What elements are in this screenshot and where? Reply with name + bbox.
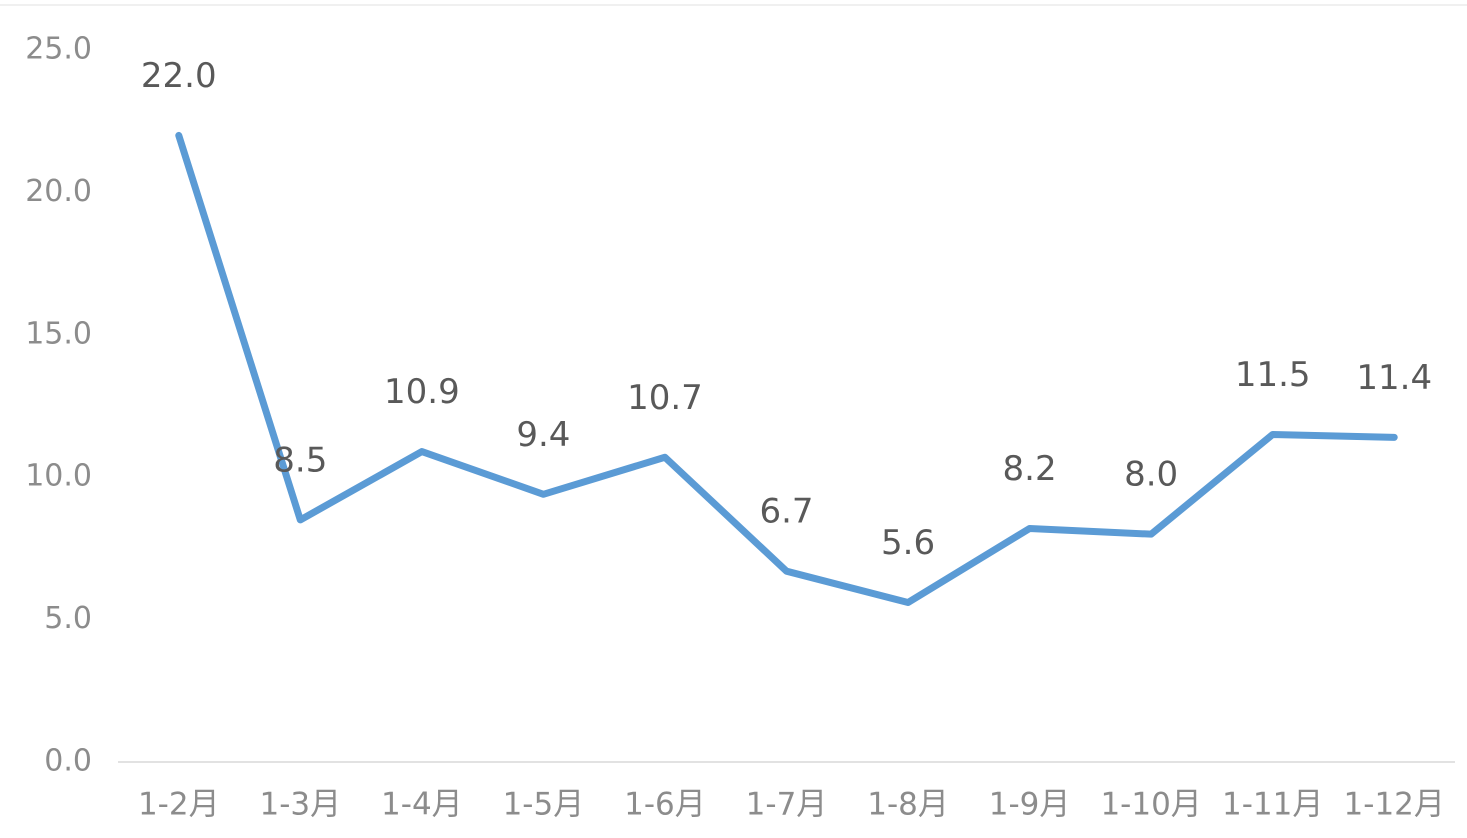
x-tick-label: 1-9月	[989, 787, 1071, 823]
data-label: 8.2	[1003, 449, 1057, 489]
x-tick-label: 1-11月	[1222, 787, 1323, 823]
data-label: 9.4	[516, 415, 570, 455]
y-tick-label: 25.0	[25, 32, 92, 67]
data-label: 22.0	[141, 56, 217, 96]
data-label: 11.4	[1356, 358, 1432, 398]
data-label: 10.9	[384, 372, 460, 412]
x-tick-label: 1-4月	[381, 787, 463, 823]
x-tick-label: 1-12月	[1344, 787, 1445, 823]
data-label: 11.5	[1235, 355, 1311, 395]
data-label: 10.7	[627, 378, 703, 418]
y-tick-label: 10.0	[25, 459, 92, 494]
data-line	[175, 131, 1398, 607]
x-tick-label: 1-3月	[259, 787, 341, 823]
x-tick-label: 1-6月	[624, 787, 706, 823]
data-label: 6.7	[759, 492, 813, 532]
x-tick-label: 1-10月	[1100, 787, 1201, 823]
y-tick-label: 0.0	[44, 744, 92, 779]
x-tick-label: 1-7月	[746, 787, 828, 823]
x-tick-label: 1-5月	[503, 787, 585, 823]
data-label: 8.5	[273, 440, 327, 480]
y-tick-label: 15.0	[25, 316, 92, 351]
data-label: 5.6	[881, 523, 935, 563]
data-label: 8.0	[1124, 455, 1178, 495]
y-tick-label: 5.0	[44, 601, 92, 636]
y-tick-label: 20.0	[25, 174, 92, 209]
x-tick-label: 1-2月	[138, 787, 220, 823]
x-tick-label: 1-8月	[867, 787, 949, 823]
